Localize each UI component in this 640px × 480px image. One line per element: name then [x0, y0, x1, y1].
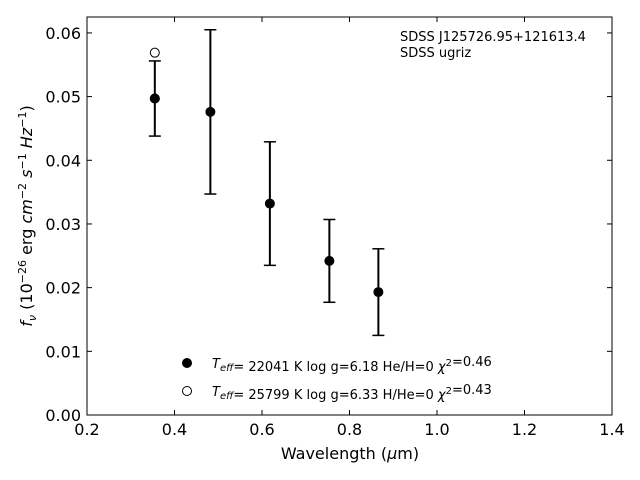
- legend: Teff= 22041 K log g=6.18 He/H=0 χ2=0.46 T…: [182, 355, 492, 403]
- y-tick-label: 0.04: [45, 151, 81, 170]
- observed-point: [205, 106, 216, 117]
- y-tick-label: 0.00: [45, 406, 81, 425]
- annotation-object-name: SDSS J125726.95+121613.4: [400, 30, 586, 45]
- legend-label: Teff= 25799 K log g=6.33 H/He=0 χ2=0.43: [212, 383, 492, 403]
- x-tick-label: 1.0: [424, 420, 449, 439]
- annotation-survey-name: SDSS ugriz: [400, 46, 471, 61]
- legend-marker: [182, 386, 192, 396]
- legend-label: Teff= 22041 K log g=6.18 He/H=0 χ2=0.46: [212, 355, 492, 375]
- model-point-open: [149, 47, 160, 58]
- x-tick-label: 0.2: [74, 420, 99, 439]
- data-points: [149, 47, 384, 298]
- y-tick-label: 0.03: [45, 215, 81, 234]
- y-axis-label: fν (10−26 erg cm−2 s−1 Hz−1): [16, 105, 39, 326]
- axis-ticks: 0.2 0.4 0.6 0.8 1.0 1.2 1.4 0.00 0.01 0.02 0.03 0.0…: [45, 17, 625, 439]
- x-tick-label: 0.8: [337, 420, 362, 439]
- plot-frame: [86, 16, 613, 416]
- legend-marker: [182, 358, 192, 368]
- model-point-filled: [149, 93, 160, 104]
- observed-point: [324, 255, 335, 266]
- error-bars: [148, 28, 385, 337]
- observed-point: [373, 287, 384, 298]
- y-tick-label: 0.02: [45, 279, 81, 298]
- y-tick-label: 0.06: [45, 24, 81, 43]
- x-tick-label: 0.6: [249, 420, 274, 439]
- observed-point: [264, 198, 275, 209]
- x-axis-label: Wavelength (μm): [281, 444, 419, 463]
- axes-frame: [86, 16, 613, 416]
- x-tick-label: 0.4: [162, 420, 187, 439]
- x-tick-label: 1.4: [599, 420, 624, 439]
- y-tick-label: 0.01: [45, 342, 81, 361]
- y-tick-label: 0.05: [45, 88, 81, 107]
- x-tick-label: 1.2: [512, 420, 537, 439]
